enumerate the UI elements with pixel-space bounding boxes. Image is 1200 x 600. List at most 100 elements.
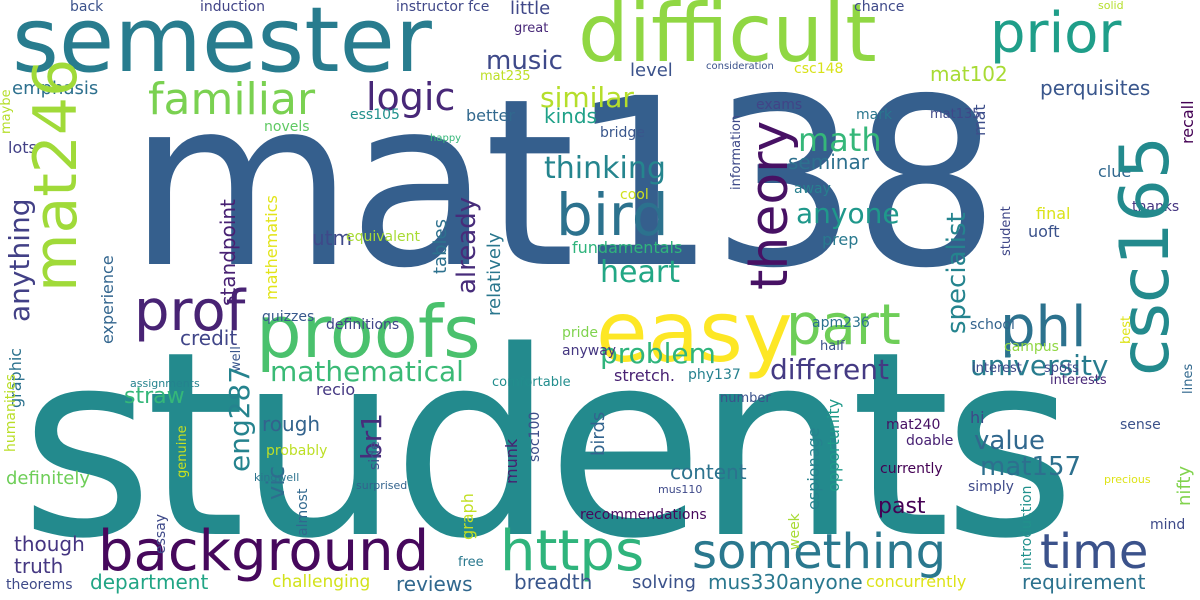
word-similar: similar xyxy=(540,81,634,114)
word-mat235: mat235 xyxy=(480,69,531,84)
word-graphic: best xyxy=(1119,315,1134,344)
word-seminar: cool xyxy=(620,187,649,203)
word-equivalent: experience xyxy=(98,255,117,344)
word-mat135: mat135 xyxy=(930,107,981,122)
word-simply: currently xyxy=(880,461,943,477)
word-something: something xyxy=(692,524,947,580)
word-thinking: thinking xyxy=(544,151,666,186)
word-bridge: bridge xyxy=(600,125,645,141)
word-fundamentals: fundamentals xyxy=(572,238,683,257)
word-theory: theory xyxy=(740,120,800,290)
word-solving: solving xyxy=(632,572,696,593)
word-assignments: humanities xyxy=(3,373,19,452)
word-level: level xyxy=(630,60,673,81)
word-chance: great xyxy=(514,21,549,36)
word-soc100: side xyxy=(367,441,383,470)
word-exams: exams xyxy=(756,97,803,113)
word-munk: soc100 xyxy=(527,411,543,462)
word-recommendations: mus110 xyxy=(658,483,703,496)
word-definitely: graph xyxy=(458,493,477,540)
word-information: information xyxy=(729,114,744,190)
word-happy: consideration xyxy=(706,61,774,72)
word-week: free xyxy=(458,555,484,570)
word-recio: credit xyxy=(180,326,238,350)
word-mark: mark xyxy=(856,107,893,123)
word-little: instructor fce xyxy=(396,0,490,15)
word-reviews: reviews xyxy=(396,572,473,596)
word-consideration: solid xyxy=(1098,0,1124,12)
word-lots: lots xyxy=(8,138,37,157)
word-difficult: difficult xyxy=(578,0,877,80)
word-comfortable: definitions xyxy=(326,317,400,333)
word-rough: rough xyxy=(262,412,321,436)
word-specialist: specialist xyxy=(942,212,972,334)
word-apm236: pride xyxy=(562,325,599,341)
word-solid: chance xyxy=(854,0,905,15)
word-doable: birds xyxy=(588,411,609,456)
word-kinds: kinds xyxy=(544,104,597,128)
word-number: stretch. xyxy=(614,366,675,385)
word-birds: phy137 xyxy=(688,367,741,383)
word-anyway: quizzes xyxy=(262,309,315,325)
word-mat: mat xyxy=(970,104,989,136)
word-breadth: breadth xyxy=(514,570,593,594)
word-already: already xyxy=(452,196,482,294)
word-look: maybe xyxy=(0,89,14,134)
word-final: away xyxy=(794,181,831,197)
word-mind: precious xyxy=(1104,473,1151,486)
word-prof: prof xyxy=(134,279,246,344)
word-credit: interest xyxy=(972,361,1022,376)
word-interest: apm236 xyxy=(812,315,870,331)
word-mus330anyone: mus330anyone xyxy=(708,570,863,594)
word-different: different xyxy=(770,353,889,386)
word-nifty: interests xyxy=(1050,373,1107,388)
word-standpoint: standpoint xyxy=(216,199,240,306)
word-mat138: mat138 xyxy=(128,49,1000,319)
word-part: part xyxy=(786,293,901,358)
word-phy137: half xyxy=(820,339,845,354)
word-emphasis: emphasis xyxy=(12,78,99,99)
word-recall: recall xyxy=(1178,100,1197,144)
word-probably: genuine xyxy=(175,425,190,478)
word-mat240: recio xyxy=(316,380,356,399)
word-value: value xyxy=(974,426,1046,456)
word-math: math xyxy=(798,121,882,159)
word-concurrently: concurrently xyxy=(866,572,967,591)
word-easy: easy xyxy=(596,283,793,381)
word-back: mind xyxy=(1150,517,1186,533)
word-free: recommendations xyxy=(580,507,707,523)
word-interests: hi xyxy=(970,408,985,427)
word-best: doable xyxy=(906,433,954,449)
word-thanks: clue xyxy=(1098,162,1132,181)
word-though: though xyxy=(14,532,85,556)
word-content: content xyxy=(670,460,747,484)
word-spots: school xyxy=(970,317,1015,333)
word-heart: heart xyxy=(600,255,680,290)
word-opportunity: espionage xyxy=(804,427,823,510)
word-problem: problem xyxy=(600,337,716,370)
word-truth: truth xyxy=(14,554,64,578)
word-utm: utm xyxy=(312,226,352,250)
word-prep: uoft xyxy=(1028,222,1060,241)
word-stretch: spots xyxy=(1044,361,1079,376)
word-mat157: mat157 xyxy=(980,452,1082,482)
word-mat102: mat102 xyxy=(930,62,1008,86)
word-side: probably xyxy=(266,443,328,459)
word-proofs: proofs xyxy=(256,290,481,374)
word-anyone: anyone xyxy=(796,197,900,230)
word-requirement: requirement xyxy=(1022,570,1146,594)
word-humanities: lines xyxy=(1181,363,1196,394)
word-introduction: simply xyxy=(968,479,1014,495)
word-logic: logic xyxy=(366,75,456,119)
word-csc148: csc148 xyxy=(794,61,844,77)
word-school: anyway xyxy=(562,343,617,359)
word-time: time xyxy=(1040,524,1149,580)
word-university: university xyxy=(970,349,1109,382)
word-instructor-fce: induction xyxy=(200,0,266,15)
word-straw: straw xyxy=(124,384,185,409)
word-lines: sense xyxy=(1120,417,1161,433)
word-mus110: surprised xyxy=(356,479,408,492)
word-prior: prior xyxy=(990,1,1122,66)
word-half: campus xyxy=(1004,339,1059,355)
